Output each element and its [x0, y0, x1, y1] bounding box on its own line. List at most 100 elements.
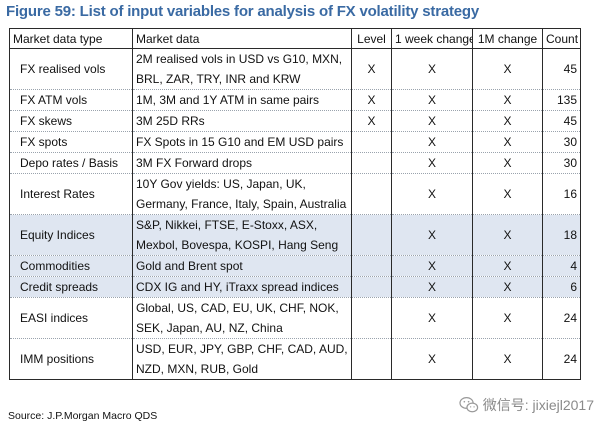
cell-market-data: 2M realised vols in USD vs G10, MXN, BRL,…	[132, 48, 352, 90]
table-row: Equity Indices S&P, Nikkei, FTSE, E-Stoxx…	[9, 214, 581, 256]
header-level: Level	[351, 28, 392, 49]
cell-market-data: FX Spots in 15 G10 and EM USD pairs	[132, 131, 352, 153]
cell-1m-change: X	[472, 89, 543, 111]
cell-count: 6	[542, 276, 581, 298]
cell-level	[351, 152, 392, 174]
market-data-line: NZD, MXN, RUB, Gold	[136, 362, 259, 376]
cell-level: X	[351, 89, 392, 111]
header-count: Count	[542, 28, 581, 49]
cell-1m-change: X	[472, 131, 543, 153]
cell-1-week-change: X	[391, 255, 473, 277]
cell-1-week-change: X	[391, 338, 473, 380]
cell-count: 4	[542, 255, 581, 277]
table-header-row: Market data type Market data Level 1 wee…	[9, 28, 581, 49]
cell-1m-change: X	[472, 297, 543, 339]
cell-market-data: Gold and Brent spot	[132, 255, 352, 277]
cell-1m-change: X	[472, 152, 543, 174]
market-data-line: Global, US, CAD, EU, UK, CHF, NOK,	[136, 301, 339, 315]
table-row: Depo rates / Basis 3M FX Forward drops X X 3…	[9, 152, 581, 174]
cell-market-data-type: FX skews	[9, 110, 133, 132]
cell-market-data-type: IMM positions	[9, 338, 133, 380]
cell-market-data-type: Equity Indices	[9, 214, 133, 256]
cell-market-data-type: FX spots	[9, 131, 133, 153]
cell-1m-change: X	[472, 110, 543, 132]
cell-count: 30	[542, 152, 581, 174]
cell-1-week-change: X	[391, 276, 473, 298]
market-data-line: BRL, ZAR, TRY, INR and KRW	[136, 72, 301, 86]
market-data-line: 3M FX Forward drops	[136, 156, 253, 170]
cell-market-data: Global, US, CAD, EU, UK, CHF, NOK, SEK, J…	[132, 297, 352, 339]
table-row: Commodities Gold and Brent spot X X 4	[9, 255, 581, 277]
cell-count: 18	[542, 214, 581, 256]
header-market-data: Market data	[132, 28, 352, 49]
cell-market-data-type: FX ATM vols	[9, 89, 133, 111]
header-1-week-change: 1 week change	[391, 28, 473, 49]
market-data-line: 1M, 3M and 1Y ATM in same pairs	[136, 93, 319, 107]
cell-market-data-type: FX realised vols	[9, 48, 133, 90]
cell-market-data: USD, EUR, JPY, GBP, CHF, CAD, AUD, NZD, M…	[132, 338, 352, 380]
table-row: Interest Rates 10Y Gov yields: US, Japan,…	[9, 173, 581, 215]
cell-level	[351, 297, 392, 339]
market-data-line: S&P, Nikkei, FTSE, E-Stoxx, ASX,	[136, 218, 318, 232]
cell-1-week-change: X	[391, 214, 473, 256]
cell-1-week-change: X	[391, 131, 473, 153]
cell-level: X	[351, 48, 392, 90]
source-note: Source: J.P.Morgan Macro QDS	[8, 410, 158, 422]
cell-market-data: 3M FX Forward drops	[132, 152, 352, 174]
cell-market-data-type: Commodities	[9, 255, 133, 277]
cell-1-week-change: X	[391, 110, 473, 132]
table-row: FX ATM vols 1M, 3M and 1Y ATM in same pai…	[9, 89, 581, 111]
cell-count: 24	[542, 338, 581, 380]
cell-1m-change: X	[472, 48, 543, 90]
table-row: FX realised vols 2M realised vols in USD …	[9, 48, 581, 90]
table-row: FX skews 3M 25D RRs X X X 45	[9, 110, 581, 132]
cell-1-week-change: X	[391, 48, 473, 90]
market-data-line: SEK, Japan, AU, NZ, China	[136, 321, 283, 335]
market-data-line: 10Y Gov yields: US, Japan, UK,	[136, 177, 306, 191]
market-data-line: 3M 25D RRs	[136, 114, 205, 128]
market-data-line: Mexbol, Bovespa, KOSPI, Hang Seng	[136, 238, 339, 252]
cell-1-week-change: X	[391, 89, 473, 111]
cell-market-data-type: Interest Rates	[9, 173, 133, 215]
cell-market-data-type: Credit spreads	[9, 276, 133, 298]
cell-count: 135	[542, 89, 581, 111]
cell-1-week-change: X	[391, 173, 473, 215]
cell-count: 24	[542, 297, 581, 339]
table-row: EASI indices Global, US, CAD, EU, UK, CHF…	[9, 297, 581, 339]
watermark-text: 微信号: jixiejl2017	[482, 397, 594, 413]
cell-market-data: 3M 25D RRs	[132, 110, 352, 132]
cell-count: 45	[542, 48, 581, 90]
cell-1m-change: X	[472, 173, 543, 215]
cell-1m-change: X	[472, 276, 543, 298]
input-variables-table: Market data type Market data Level 1 wee…	[9, 28, 581, 380]
cell-market-data-type: EASI indices	[9, 297, 133, 339]
table-row: Credit spreads CDX IG and HY, iTraxx spre…	[9, 276, 581, 298]
cell-market-data-type: Depo rates / Basis	[9, 152, 133, 174]
cell-market-data: 10Y Gov yields: US, Japan, UK, Germany, F…	[132, 173, 352, 215]
watermark: 微信号: jixiejl2017	[459, 395, 594, 415]
cell-level: X	[351, 110, 392, 132]
market-data-line: FX Spots in 15 G10 and EM USD pairs	[136, 135, 344, 149]
cell-1m-change: X	[472, 214, 543, 256]
market-data-line: Germany, France, Italy, Spain, Australia	[136, 197, 347, 211]
table-body: FX realised vols 2M realised vols in USD …	[9, 48, 581, 380]
cell-count: 30	[542, 131, 581, 153]
cell-1-week-change: X	[391, 297, 473, 339]
cell-1m-change: X	[472, 255, 543, 277]
cell-level	[351, 255, 392, 277]
cell-level	[351, 131, 392, 153]
market-data-line: USD, EUR, JPY, GBP, CHF, CAD, AUD,	[136, 342, 348, 356]
cell-market-data: CDX IG and HY, iTraxx spread indices	[132, 276, 352, 298]
wechat-icon	[459, 397, 478, 413]
cell-1-week-change: X	[391, 152, 473, 174]
cell-level	[351, 214, 392, 256]
market-data-line: 2M realised vols in USD vs G10, MXN,	[136, 52, 343, 66]
market-data-line: CDX IG and HY, iTraxx spread indices	[136, 280, 339, 294]
figure-title: Figure 59: List of input variables for a…	[6, 3, 480, 20]
header-market-data-type: Market data type	[9, 28, 133, 49]
table-row: IMM positions USD, EUR, JPY, GBP, CHF, CA…	[9, 338, 581, 380]
cell-market-data: 1M, 3M and 1Y ATM in same pairs	[132, 89, 352, 111]
cell-count: 16	[542, 173, 581, 215]
cell-level	[351, 276, 392, 298]
table-row: FX spots FX Spots in 15 G10 and EM USD pa…	[9, 131, 581, 153]
